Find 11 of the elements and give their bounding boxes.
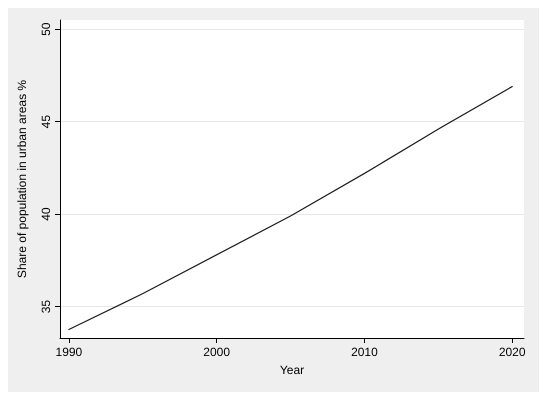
y-tick-label: 45	[39, 114, 53, 128]
x-tick-label: 2020	[498, 345, 526, 359]
x-tick-label: 2000	[203, 345, 230, 359]
x-tick-label: 2010	[351, 345, 378, 359]
y-axis-title: Share of population in urban areas %	[15, 80, 29, 278]
x-axis-title: Year	[280, 363, 304, 377]
line-series	[68, 86, 513, 330]
y-tick-label: 40	[39, 207, 53, 221]
y-tick-label: 50	[39, 22, 53, 36]
x-tick-label: 1990	[56, 345, 83, 359]
y-tick-label: 35	[39, 300, 53, 314]
